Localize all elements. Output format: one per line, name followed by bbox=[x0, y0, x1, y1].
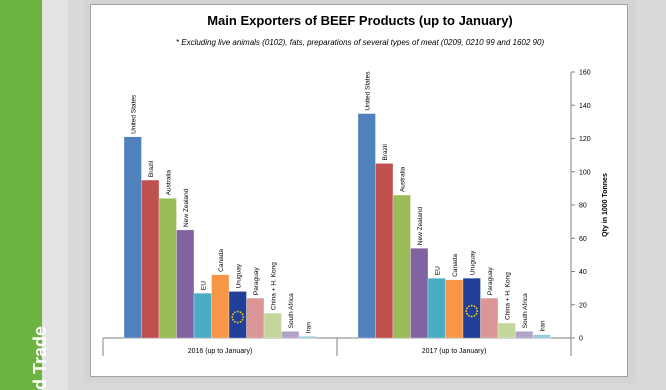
bar-data-label: Australia bbox=[399, 166, 406, 192]
sidebar-title: d Trade bbox=[30, 325, 50, 390]
y-tick-label: 20 bbox=[579, 302, 587, 309]
chart-title: Main Exporters of BEEF Products (up to J… bbox=[207, 13, 513, 28]
bar-star-decoration bbox=[466, 307, 468, 310]
bar-data-label: Uruguay bbox=[235, 263, 242, 288]
bar bbox=[228, 291, 247, 339]
bar-star-decoration bbox=[473, 305, 476, 308]
category-label: 2017 (up to January) bbox=[422, 348, 487, 355]
bar bbox=[392, 194, 411, 339]
bar bbox=[158, 198, 177, 339]
category-label: 2016 (up to January) bbox=[188, 348, 253, 355]
sidebar: d Trade bbox=[0, 0, 68, 390]
bar bbox=[410, 248, 429, 339]
bar-star-decoration bbox=[232, 318, 234, 321]
bar bbox=[515, 331, 534, 339]
bar-data-label: EU bbox=[434, 266, 441, 275]
bar-chart: 0 20 40 60 80 100 120 140 160 Qty in 1000 Tonnes U… bbox=[102, 70, 609, 356]
y-tick-label: 40 bbox=[579, 269, 587, 276]
bar-star-decoration bbox=[473, 314, 476, 317]
bar-data-label: South Africa bbox=[288, 293, 295, 328]
bar-data-label: New Zealand bbox=[417, 207, 424, 246]
y-axis-title: Qty in 1000 Tonnes bbox=[602, 173, 609, 237]
bar-star-decoration bbox=[236, 310, 239, 313]
bar-data-label: EU bbox=[200, 281, 207, 290]
bar-star-decoration bbox=[236, 321, 239, 324]
plot-area: 0 20 40 60 80 100 120 140 160 Qty in 1000 Tonnes U… bbox=[102, 70, 609, 356]
bar-data-label: Brazil bbox=[148, 160, 155, 177]
bar bbox=[462, 277, 481, 339]
bar-data-label: Uruguay bbox=[469, 250, 476, 275]
bar-data-label: New Zealand bbox=[183, 188, 190, 227]
bar-star-decoration bbox=[241, 313, 244, 316]
bar bbox=[246, 297, 265, 339]
y-tick-label: 140 bbox=[579, 103, 591, 110]
bar-star-decoration bbox=[231, 316, 234, 318]
bar bbox=[123, 136, 142, 339]
bar-data-label: China + H. Kong bbox=[504, 272, 511, 320]
bar bbox=[193, 292, 212, 339]
bar-star-decoration bbox=[466, 312, 468, 315]
bar-data-label: Paraguay bbox=[253, 267, 260, 296]
bar-star-decoration bbox=[468, 305, 470, 308]
bar-star-decoration bbox=[475, 307, 478, 310]
y-tick-label: 160 bbox=[579, 70, 591, 77]
bar-data-label: China + H. Kong bbox=[270, 262, 277, 310]
bar-data-label: Brazil bbox=[382, 144, 389, 161]
bar bbox=[298, 336, 317, 339]
bar bbox=[375, 163, 394, 339]
bar-star-decoration bbox=[470, 304, 473, 307]
bar bbox=[445, 279, 464, 339]
bar-star-decoration bbox=[232, 313, 234, 316]
bar-data-label: Iran bbox=[539, 320, 546, 332]
bar-star-decoration bbox=[239, 311, 242, 314]
bar bbox=[141, 179, 160, 339]
bar-data-label: Australia bbox=[165, 170, 172, 196]
bar-data-label: Canada bbox=[452, 254, 459, 277]
bar bbox=[263, 312, 282, 339]
bar-star-decoration bbox=[465, 310, 468, 312]
bar-star-decoration bbox=[468, 314, 470, 317]
bar bbox=[281, 331, 300, 339]
sidebar-accent-strip bbox=[0, 0, 42, 390]
bar bbox=[427, 277, 446, 339]
bar-star-decoration bbox=[470, 315, 473, 318]
bar-data-label: United States bbox=[364, 71, 371, 111]
y-tick-label: 0 bbox=[579, 336, 583, 343]
bar-star-decoration bbox=[239, 320, 242, 323]
bar-data-label: Canada bbox=[218, 249, 225, 272]
y-tick-label: 80 bbox=[579, 203, 587, 210]
bar-star-decoration bbox=[241, 318, 244, 321]
bar-star-decoration bbox=[234, 311, 236, 314]
chart-frame: Main Exporters of BEEF Products (up to J… bbox=[90, 4, 628, 377]
bar-data-label: Paraguay bbox=[487, 267, 494, 296]
bar-star-decoration bbox=[475, 312, 478, 315]
bar-star-decoration bbox=[476, 310, 479, 312]
y-tick-label: 60 bbox=[579, 236, 587, 243]
bar bbox=[357, 113, 376, 339]
bar bbox=[497, 322, 516, 339]
bar-star-decoration bbox=[242, 316, 245, 318]
chart-subtitle: * Excluding live animals (0102), fats, p… bbox=[175, 38, 545, 47]
y-tick-label: 100 bbox=[579, 169, 591, 176]
bar-star-decoration bbox=[234, 320, 236, 323]
bar bbox=[532, 334, 551, 339]
y-tick-label: 120 bbox=[579, 136, 591, 143]
bar-data-label: South Africa bbox=[522, 293, 529, 328]
bar bbox=[480, 297, 499, 339]
bar-data-label: United States bbox=[130, 94, 137, 134]
bar bbox=[176, 229, 195, 339]
bar-data-label: Iran bbox=[305, 322, 312, 334]
bar bbox=[211, 274, 230, 339]
